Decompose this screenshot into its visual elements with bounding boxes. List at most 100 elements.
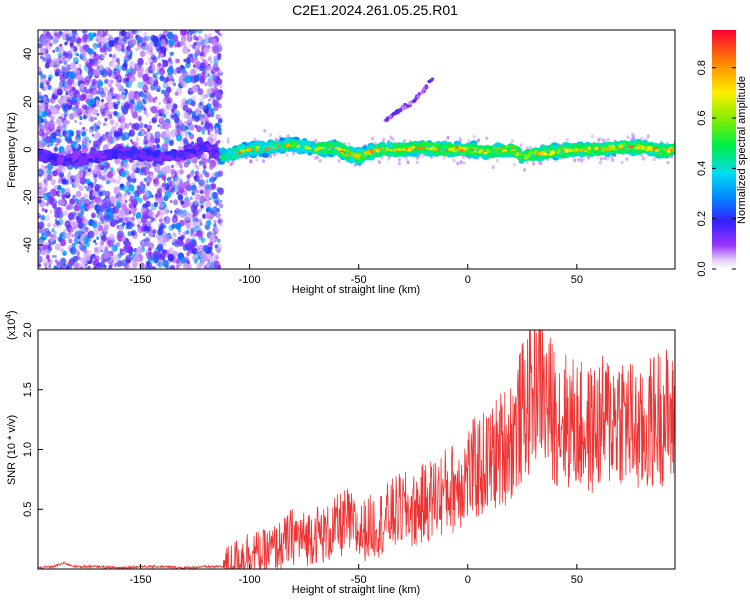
spectrum-dot [144,90,147,94]
spectrum-dot [161,64,165,69]
spectrum-dot [63,119,69,126]
spectrum-dot [118,38,124,45]
spectrum-dot [155,195,158,199]
spectrum-dot [192,209,198,215]
spectrum-dot [187,116,193,124]
spectrum-dot [51,228,55,233]
spectrum-dot [150,83,156,91]
spectrum-dot [125,32,130,38]
spectrum-dot [72,110,78,117]
spectrum-dot [57,86,63,93]
spectrum-dot [159,253,166,261]
spectrum-dot [87,107,93,114]
spectrum-dot [189,196,193,201]
spectrum-dot [67,173,72,179]
spectrum-dot [208,90,212,94]
spectrum-dot [53,265,58,269]
spectrum-dot [131,111,138,119]
spectrum-dot [49,210,53,215]
spectrum-dot [380,156,384,160]
spectrum-dot [202,35,209,43]
spectrum-dot [130,195,133,199]
spectrum-dot [199,263,203,268]
spectrum-dot [215,201,220,206]
spectrum-dot [217,118,223,124]
spectrum-dot [144,172,148,176]
spectrum-dot [131,38,137,46]
spectrum-dot [179,212,183,218]
spectrum-dot [272,152,276,157]
spectrum-dot [137,220,142,225]
spectrum-dot [209,128,213,133]
spectrum-dot [213,78,217,83]
spectrum-dot [183,111,190,119]
spectrum-dot [38,189,44,196]
spectrum-dot [54,254,57,259]
spectrum-dot [137,160,144,168]
spectrum-dot [209,197,212,201]
spectrum-dot [72,221,79,229]
spectrum-dot [198,232,203,238]
spectrum-dot [81,37,88,44]
spectrum-dot [47,222,51,228]
spectrum-dot [76,53,79,57]
spectrum-dot [94,126,99,132]
spectrum-dot [74,143,79,149]
spectrum-dot [149,212,155,219]
spectrum-dot [108,83,112,88]
spectrum-dot [40,118,45,123]
spectrum-dot [169,210,173,214]
spectrum-dot [98,244,104,251]
spectrum-dot [184,75,192,84]
spectrum-dot [69,42,74,47]
spectrum-dot [179,241,184,246]
spectrum-dot [202,164,207,170]
spectrum-dot [198,161,202,164]
spectrum-dot [626,135,630,139]
spectrum-dot [152,35,159,44]
spectrum-dot [115,111,120,118]
spectrum-dot [195,108,200,113]
spectrum-dot [184,193,189,198]
spectrum-dot [179,41,184,46]
spectrum-dot [44,182,48,187]
spectrum-dot [77,221,84,230]
spectrum-dot [38,263,41,268]
spectrum-dot [600,157,603,161]
spectrum-dot [59,43,63,47]
spectrum-dot [108,253,112,257]
spectrum-dot [38,42,43,49]
spectrum-dot [204,33,207,37]
spectrum-dot [185,229,190,235]
spectrum-dot [109,53,113,58]
spectrum-dot [125,244,132,252]
spectrum-dot [44,176,47,180]
spectrum-dot [133,204,136,208]
spectrum-dot [148,67,151,71]
spectrum-dot [158,101,161,105]
spectrum-dot [198,173,204,179]
spectrum-dot [55,109,60,115]
spectrum-dot [84,80,90,86]
spectrum-dot [125,254,132,263]
spectrum-dot [159,75,165,82]
spectrum-dot [47,84,52,90]
spectrum-dot [108,33,112,37]
spectrum-dot [41,207,45,212]
spectrum-dot [202,157,207,163]
spectrum-dot [106,180,110,185]
spectrum-dot [606,157,610,161]
spectrum-dot [189,171,195,178]
spectrum-dot [152,229,157,235]
spectrum-dot [71,65,79,74]
spectrum-dot [208,177,214,183]
spectrum-dot [74,51,78,56]
spectrum-dot [45,54,51,60]
spectrum-dot [215,212,221,219]
spectrum-dot [217,139,221,144]
spectrum-dot [161,46,167,54]
spectrum-dot [149,226,153,230]
spectrum-dot [209,159,217,168]
spectrum-dot [206,82,209,86]
spectrum-dot [182,46,189,54]
